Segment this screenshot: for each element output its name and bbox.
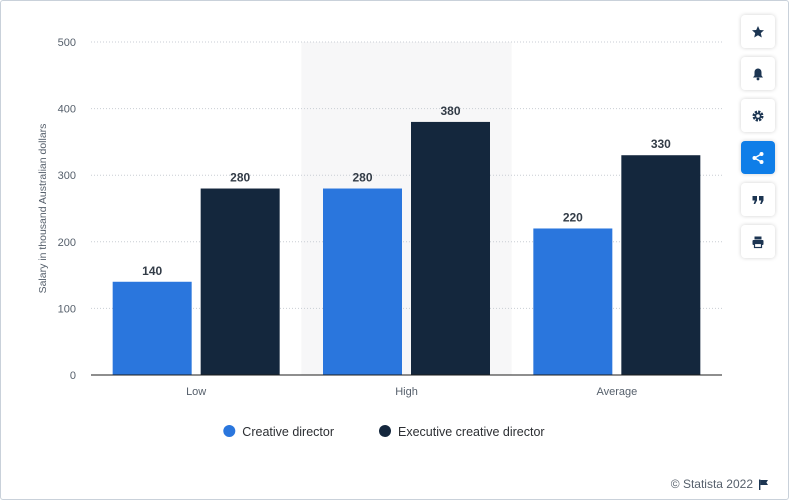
- favorite-button[interactable]: [741, 15, 775, 48]
- y-axis-label: Salary in thousand Australian dollars: [37, 124, 49, 294]
- data-label: 280: [352, 171, 372, 185]
- bar-creative-director[interactable]: [323, 188, 402, 375]
- share-button[interactable]: [741, 141, 775, 174]
- cite-button[interactable]: [741, 183, 775, 216]
- y-tick-label: 0: [70, 370, 76, 382]
- data-label: 280: [230, 171, 250, 185]
- bar-executive-creative-director[interactable]: [621, 155, 701, 375]
- print-button[interactable]: [741, 225, 775, 258]
- bar-executive-creative-director[interactable]: [411, 121, 490, 375]
- settings-button[interactable]: [741, 99, 775, 132]
- y-tick-label: 100: [58, 303, 76, 315]
- bar-executive-creative-director[interactable]: [200, 188, 280, 375]
- data-label: 330: [651, 137, 671, 151]
- legend-marker[interactable]: [223, 425, 236, 437]
- data-label: 380: [440, 104, 460, 118]
- flag-icon[interactable]: [758, 479, 769, 490]
- bell-icon: [753, 68, 763, 80]
- share-icon: [752, 151, 764, 164]
- gear-icon: [752, 110, 764, 121]
- legend-label[interactable]: Creative director: [242, 425, 334, 439]
- y-tick-label: 300: [58, 170, 76, 182]
- quote-icon: [752, 195, 764, 204]
- y-tick-label: 400: [58, 104, 76, 116]
- data-label: 220: [563, 210, 583, 224]
- bar-creative-director[interactable]: [533, 228, 613, 375]
- legend-marker[interactable]: [379, 425, 391, 437]
- y-tick-label: 200: [58, 237, 76, 249]
- print-icon: [752, 236, 764, 248]
- x-tick-label: Low: [186, 386, 206, 398]
- copyright-credit[interactable]: © Statista 2022: [670, 477, 753, 491]
- chart-toolbar: [741, 15, 775, 258]
- data-label: 140: [142, 264, 162, 278]
- x-tick-label: Average: [596, 386, 637, 398]
- notification-button[interactable]: [741, 57, 775, 90]
- legend-label[interactable]: Executive creative director: [398, 425, 545, 439]
- chart-footer: © Statista 2022: [671, 477, 769, 491]
- bar-creative-director[interactable]: [112, 281, 192, 375]
- y-tick-label: 500: [58, 37, 76, 49]
- x-tick-label: High: [395, 386, 418, 398]
- star-icon: [752, 25, 764, 37]
